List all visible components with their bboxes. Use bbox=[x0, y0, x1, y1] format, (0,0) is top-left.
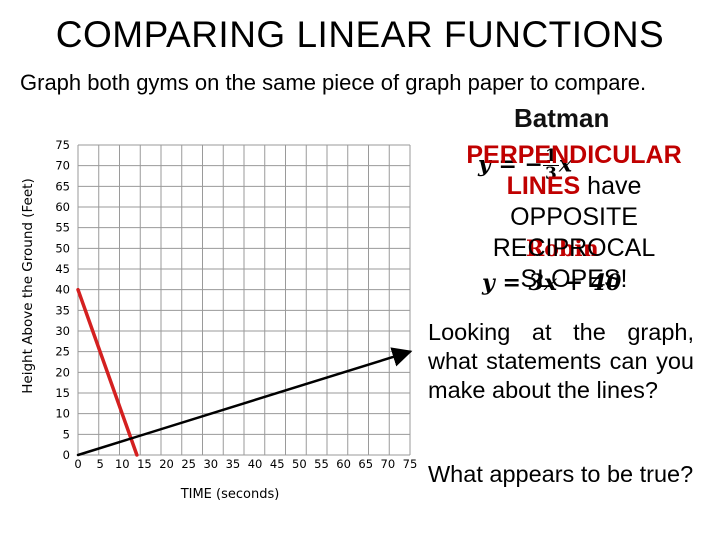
x-tick-label: 45 bbox=[270, 457, 285, 471]
x-tick-label: 0 bbox=[74, 457, 81, 471]
x-tick-label: 50 bbox=[292, 457, 307, 471]
y-tick-label: 15 bbox=[55, 386, 70, 400]
perpendicular-line5: SLOPES! bbox=[520, 265, 628, 293]
batman-equation-lhs: y = − bbox=[478, 151, 543, 178]
robin-equation: y = 3x + 40 bbox=[482, 270, 622, 296]
y-tick-label: 75 bbox=[55, 138, 70, 152]
chart-grid bbox=[77, 144, 411, 456]
y-tick-label: 70 bbox=[55, 159, 70, 173]
perpendicular-statement: PERPENDICULAR LINES have OPPOSITE RECIPR… bbox=[424, 140, 720, 295]
x-tick-label: 60 bbox=[336, 457, 351, 471]
perpendicular-line4: RECIPROCAL bbox=[492, 234, 656, 262]
x-tick-label: 20 bbox=[159, 457, 174, 471]
chart-tick-labels: 0 5 10 15 20 25 30 35 40 45 50 55 60 65 70 75 0 5 10 15 20 25… bbox=[55, 138, 417, 471]
x-tick-label: 75 bbox=[403, 457, 418, 471]
y-tick-label: 20 bbox=[55, 365, 70, 379]
question-appears-true: What appears to be true? bbox=[428, 461, 694, 487]
robin-heading: Robin bbox=[526, 236, 599, 262]
y-tick-label: 10 bbox=[55, 407, 70, 421]
batman-equation-variable: x bbox=[558, 151, 572, 178]
question-statements: Looking at the graph, what statements ca… bbox=[428, 319, 694, 403]
y-tick-label: 65 bbox=[55, 179, 70, 193]
y-tick-label: 40 bbox=[55, 283, 70, 297]
batman-heading: Batman bbox=[514, 103, 610, 133]
perpendicular-line2b: have bbox=[580, 172, 642, 200]
batman-fraction-numerator: 1 bbox=[542, 146, 559, 166]
perpendicular-line2a: LINES bbox=[506, 172, 581, 200]
x-tick-label: 40 bbox=[248, 457, 263, 471]
x-tick-label: 25 bbox=[181, 457, 196, 471]
x-tick-label: 10 bbox=[115, 457, 130, 471]
perpendicular-line2: LINES have bbox=[424, 171, 720, 202]
y-tick-label: 5 bbox=[63, 427, 70, 441]
x-tick-label: 15 bbox=[137, 457, 152, 471]
series-line-red bbox=[76, 287, 139, 457]
batman-equation: y = −1 3 x bbox=[478, 148, 572, 183]
x-axis-label: TIME (seconds) bbox=[180, 487, 280, 502]
x-tick-label: 70 bbox=[381, 457, 396, 471]
y-tick-label: 50 bbox=[55, 241, 70, 255]
x-tick-label: 30 bbox=[203, 457, 218, 471]
x-tick-label: 55 bbox=[314, 457, 329, 471]
y-tick-label: 35 bbox=[55, 303, 70, 317]
series-line-black bbox=[76, 347, 413, 457]
x-tick-label: 65 bbox=[358, 457, 373, 471]
y-tick-label: 60 bbox=[55, 200, 70, 214]
x-tick-label: 35 bbox=[226, 457, 241, 471]
page-subtitle: Graph both gyms on the same piece of gra… bbox=[20, 70, 647, 95]
y-tick-label: 55 bbox=[55, 221, 70, 235]
batman-fraction-denominator: 3 bbox=[544, 164, 557, 184]
y-tick-label: 45 bbox=[55, 262, 70, 276]
x-tick-label: 5 bbox=[96, 457, 103, 471]
chart-series bbox=[76, 287, 413, 457]
y-tick-label: 25 bbox=[55, 345, 70, 359]
y-tick-label: 30 bbox=[55, 324, 70, 338]
perpendicular-line3: OPPOSITE bbox=[510, 203, 638, 231]
perpendicular-line1: PERPENDICULAR bbox=[466, 141, 682, 169]
y-tick-label: 0 bbox=[63, 448, 70, 462]
page-title: COMPARING LINEAR FUNCTIONS bbox=[55, 14, 665, 55]
y-axis-label: Height Above the Ground (Feet) bbox=[20, 178, 36, 394]
